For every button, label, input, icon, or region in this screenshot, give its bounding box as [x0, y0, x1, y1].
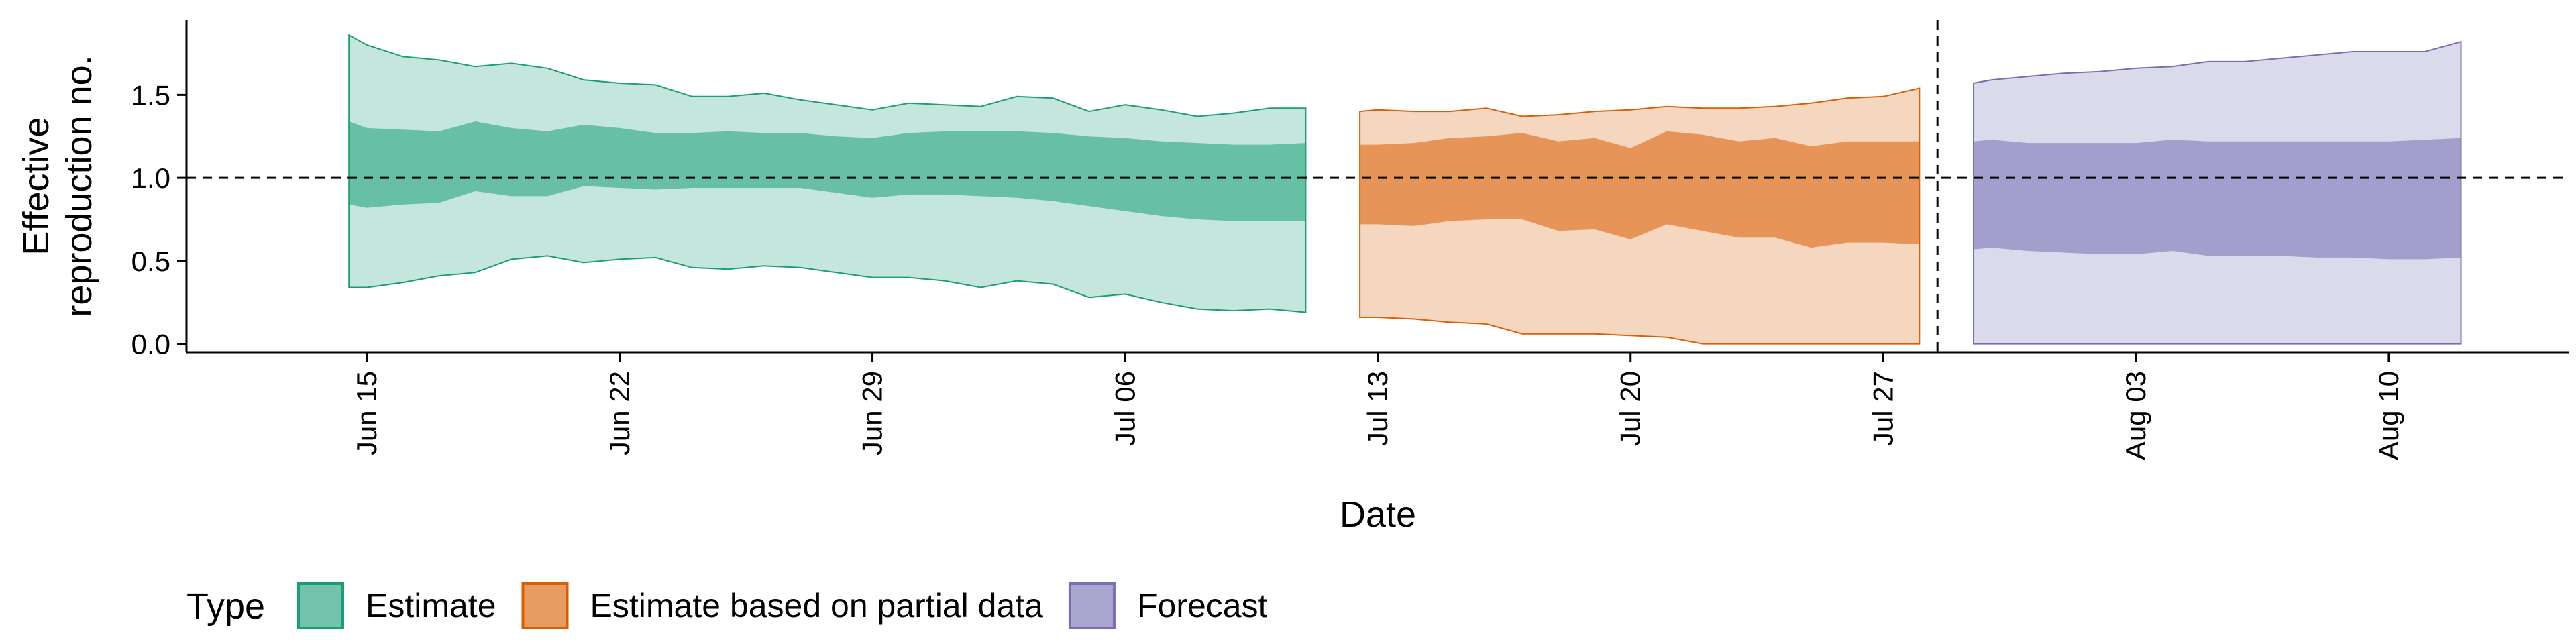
reference-lines [186, 20, 2569, 352]
series-estimate [348, 34, 1307, 313]
x-tick-label: Jun 15 [351, 371, 382, 455]
y-axis-title: Effectivereproduction no. [16, 55, 99, 317]
x-tick-label: Aug 03 [2120, 371, 2151, 460]
ribbon-layer [348, 34, 2462, 345]
x-tick-label: Jul 06 [1109, 371, 1140, 446]
series-forecast [1973, 40, 2462, 345]
y-tick-label: 1.5 [131, 79, 170, 111]
legend-title: Type [186, 586, 265, 627]
axes: 0.0 0.5 1.0 1.5 Jun 15 Jun 22 Jun 29 Jul 06 Jul … [16, 20, 2569, 535]
y-tick-label: 0.5 [131, 246, 170, 277]
legend-key-forecast [1068, 582, 1116, 629]
x-tick-label: Aug 10 [2373, 371, 2404, 460]
legend-label-forecast: Forecast [1137, 587, 1268, 625]
x-tick-label: Jul 27 [1867, 371, 1898, 446]
series-estimate-based-on-partial-data [1359, 87, 1921, 345]
legend: Type Estimate Estimate based on partial da… [186, 582, 1268, 629]
x-tick-label: Jun 29 [857, 371, 888, 455]
y-tick-label: 1.0 [131, 162, 170, 194]
x-tick-label: Jul 20 [1615, 371, 1646, 446]
legend-label-estimate: Estimate [366, 587, 496, 625]
ribbon-50-estimate [349, 121, 1306, 221]
ribbon-50-forecast [1974, 138, 2461, 260]
y-tick-label: 0.0 [131, 329, 170, 360]
x-tick-label: Jun 22 [604, 371, 635, 455]
y-axis-title-line: Effective [16, 117, 56, 255]
legend-key-estimate [297, 582, 344, 629]
ribbon-50-estimate-based-on-partial-data [1360, 131, 1920, 248]
y-axis-title-line: reproduction no. [59, 55, 99, 317]
legend-label-estimate-based-on-partial-data: Estimate based on partial data [590, 587, 1044, 625]
x-tick-label: Jul 13 [1362, 371, 1393, 446]
legend-key-estimate-based-on-partial-data [521, 582, 569, 629]
x-axis-title: Date [1340, 494, 1416, 535]
